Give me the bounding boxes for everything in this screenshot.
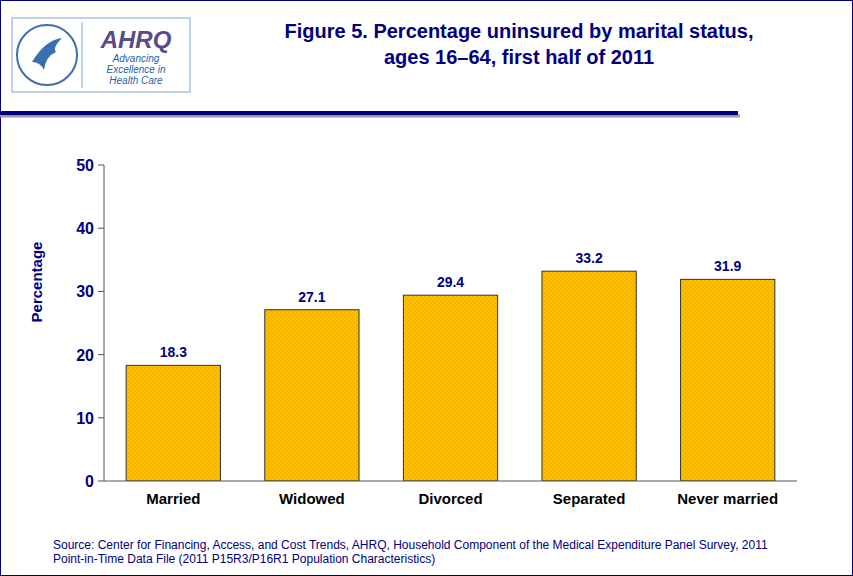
bar [265,310,359,481]
logo-box [12,18,190,92]
y-tick-label: 0 [85,473,94,490]
bar [542,271,636,481]
logo-divider [82,22,83,88]
logo-name: AHRQ [100,26,172,53]
y-tick-label: 40 [76,220,94,237]
x-tick-label: Divorced [418,490,482,507]
logo-tagline: Advancing [112,53,160,64]
x-axis [104,481,797,482]
logo: AHRQAdvancingExcellence inHealth Care [12,18,190,92]
page-border [1,1,853,576]
logo-tagline: Excellence in [107,64,166,75]
bars [126,271,775,481]
y-tick-label: 50 [76,157,94,174]
data-label: 29.4 [437,274,464,290]
bar [126,365,220,481]
data-label: 18.3 [160,344,187,360]
header-rule [0,111,738,115]
y-tick [98,417,104,418]
y-axis [104,165,105,481]
x-tick-label: Widowed [279,490,345,507]
y-tick-label: 30 [76,283,94,300]
chart-subtitle: ages 16–64, first half of 2011 [384,46,654,68]
bar [403,295,497,481]
x-tick-label: Separated [553,490,626,507]
y-tick-label: 20 [76,347,94,364]
y-tick [98,165,104,166]
logo-eagle [32,38,62,70]
y-axis-label: Percentage [28,242,45,323]
y-tick [98,228,104,229]
logo-tagline: Health Care [109,75,163,86]
y-tick [98,481,104,482]
source-note: Source: Center for Financing, Access, an… [53,538,773,566]
chart-canvas: AHRQAdvancingExcellence inHealth Care Fig… [0,0,853,576]
bar [681,279,775,481]
chart-title: Figure 5. Percentage uninsured by marita… [284,20,753,42]
data-label: 27.1 [298,289,325,305]
y-tick [98,354,104,355]
x-tick-label: Never married [677,490,778,507]
data-label: 33.2 [575,250,602,266]
logo-seal [17,25,77,85]
x-tick-label: Married [146,490,200,507]
y-tick [98,291,104,292]
y-tick-label: 10 [76,410,94,427]
data-label: 31.9 [714,258,741,274]
